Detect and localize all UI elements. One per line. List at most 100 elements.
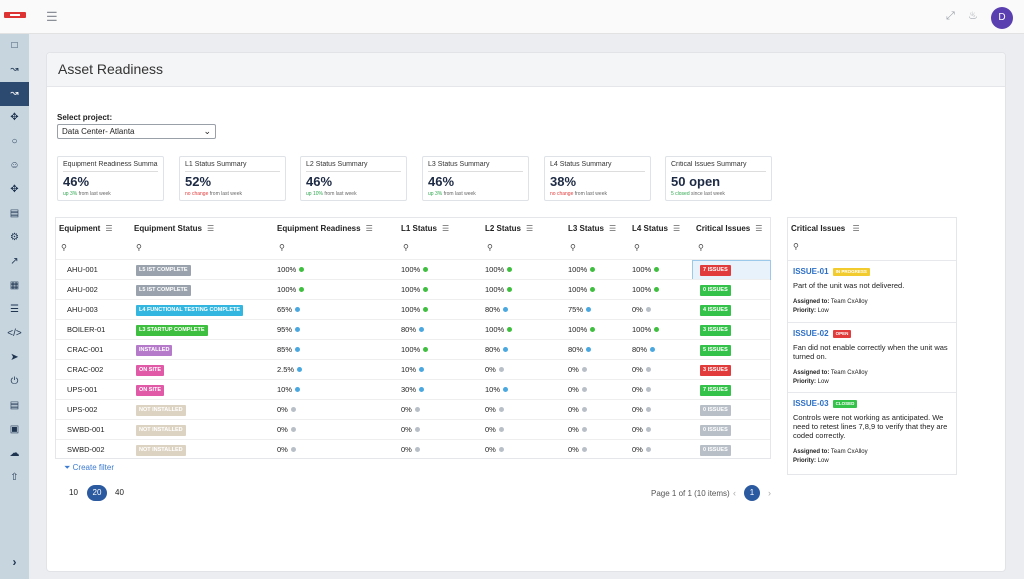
bell-icon[interactable]: ♨: [968, 10, 978, 22]
table-row[interactable]: AHU-002 L5 IST COMPLETE 100% 100% 100% 100% 10…: [56, 279, 770, 299]
critical-issues-cell[interactable]: 3 ISSUES: [700, 320, 731, 340]
issues-badge[interactable]: 7 ISSUES: [700, 384, 731, 396]
expand-sidebar-icon[interactable]: ›: [12, 555, 17, 569]
table-row[interactable]: UPS-002 NOT INSTALLED 0% 0% 0% 0% 0% 0 ISSUES: [56, 399, 770, 419]
table-row[interactable]: BOILER-01 L3 STARTUP COMPLETE 95% 80% 100% 10…: [56, 319, 770, 339]
table-row[interactable]: AHU-003 L4 FUNCTIONAL TESTING COMPLETE 65%…: [56, 299, 770, 319]
column-header[interactable]: Equipment ☰: [59, 218, 113, 239]
l3-cell: 0%: [568, 400, 587, 420]
column-search-icon[interactable]: ⚲: [136, 243, 142, 252]
issue-card[interactable]: ISSUE-03 CLOSED Controls were not working …: [788, 392, 956, 472]
issues-search-icon[interactable]: ⚲: [793, 242, 799, 251]
move-alt-icon[interactable]: ✥: [10, 184, 19, 195]
table-row[interactable]: UPS-001 ON SITE 10% 30% 10% 0% 0% 7 ISSUES: [56, 379, 770, 399]
column-filter-icon[interactable]: ☰: [673, 224, 681, 233]
gear-icon[interactable]: ⚙: [10, 232, 19, 243]
critical-issues-cell[interactable]: 3 ISSUES: [700, 360, 731, 380]
cloud-icon[interactable]: ☁: [9, 448, 20, 459]
issues-badge[interactable]: 4 ISSUES: [700, 304, 731, 316]
status-dot-icon: [507, 326, 513, 332]
issue-description: Fan did not enable correctly when the un…: [793, 343, 948, 361]
table-row[interactable]: SWBD-002 NOT INSTALLED 0% 0% 0% 0% 0% 0 ISSUES: [56, 439, 770, 459]
issues-badge[interactable]: 0 ISSUES: [700, 284, 731, 296]
line-chart-icon[interactable]: ↗: [10, 256, 19, 267]
issues-badge[interactable]: 0 ISSUES: [700, 404, 731, 416]
critical-issues-cell[interactable]: 0 ISSUES: [700, 420, 731, 440]
critical-issues-cell[interactable]: 7 ISSUES: [700, 260, 731, 280]
list-icon[interactable]: ☰: [10, 304, 19, 315]
critical-issues-cell[interactable]: 0 ISSUES: [700, 280, 731, 300]
issues-badge[interactable]: 0 ISSUES: [700, 444, 731, 456]
column-filter-icon[interactable]: ☰: [207, 224, 215, 233]
critical-issues-cell[interactable]: 7 ISSUES: [700, 380, 731, 400]
award-icon[interactable]: ○: [11, 136, 18, 147]
issue-card[interactable]: ISSUE-02 OPEN Fan did not enable correctly…: [788, 322, 956, 393]
column-header[interactable]: L3 Status ☰: [568, 218, 616, 239]
column-search-icon[interactable]: ⚲: [570, 243, 576, 252]
stats-icon[interactable]: ▤: [9, 400, 20, 411]
pagination-info: Page 1 of 1 (10 items): [651, 489, 730, 498]
column-search-icon[interactable]: ⚲: [487, 243, 493, 252]
next-page-icon[interactable]: ›: [768, 488, 771, 498]
issue-card[interactable]: ISSUE-01 IN PROGRESS Part of the unit was …: [788, 260, 956, 322]
page-number-button[interactable]: 1: [744, 485, 760, 501]
issues-badge[interactable]: 3 ISSUES: [700, 364, 731, 376]
issues-badge[interactable]: 7 ISSUES: [700, 264, 731, 276]
move-icon[interactable]: ✥: [10, 112, 19, 123]
column-search-icon[interactable]: ⚲: [634, 243, 640, 252]
table-row[interactable]: AHU-001 L5 IST COMPLETE 100% 100% 100% 100% 10…: [56, 259, 771, 280]
column-filter-icon[interactable]: ☰: [526, 224, 534, 233]
power-icon[interactable]: ⏻: [10, 376, 19, 387]
critical-issues-cell[interactable]: 0 ISSUES: [700, 400, 731, 420]
user-icon[interactable]: ☺: [9, 160, 20, 171]
page-size-option-selected[interactable]: 20: [87, 485, 107, 501]
column-header[interactable]: Equipment Status ☰: [134, 218, 214, 239]
issues-badge[interactable]: 5 ISSUES: [700, 344, 731, 356]
table-row[interactable]: SWBD-001 NOT INSTALLED 0% 0% 0% 0% 0% 0 ISSUES: [56, 419, 770, 439]
issues-badge[interactable]: 0 ISSUES: [700, 424, 731, 436]
avatar[interactable]: D: [991, 7, 1013, 29]
issue-id-link[interactable]: ISSUE-01: [793, 267, 829, 276]
column-filter-icon[interactable]: ☰: [755, 224, 763, 233]
priority-value: Low: [816, 458, 829, 464]
page-size-option[interactable]: 10: [69, 488, 78, 497]
filter-lines-icon[interactable]: ☰: [852, 224, 860, 233]
grid-icon[interactable]: ▦: [9, 280, 20, 291]
project-select[interactable]: Data Center- Atlanta ⌄: [57, 124, 216, 139]
column-search-icon[interactable]: ⚲: [698, 243, 704, 252]
critical-issues-cell[interactable]: 0 ISSUES: [700, 440, 731, 460]
column-header[interactable]: Critical Issues ☰: [696, 218, 762, 239]
message-icon[interactable]: ▣: [9, 424, 20, 435]
create-filter-link[interactable]: ⏷ Create filter: [64, 463, 114, 473]
fullscreen-icon[interactable]: ⤢: [946, 10, 955, 22]
readiness-icon[interactable]: ↝: [0, 82, 29, 106]
upload-icon[interactable]: ⇧: [10, 472, 19, 483]
column-search-icon[interactable]: ⚲: [61, 243, 67, 252]
column-header[interactable]: L2 Status ☰: [485, 218, 533, 239]
trend-icon[interactable]: ↝: [10, 64, 19, 75]
issue-id-link[interactable]: ISSUE-02: [793, 329, 829, 338]
column-search-icon[interactable]: ⚲: [403, 243, 409, 252]
menu-icon[interactable]: ☰: [46, 9, 58, 24]
prev-page-icon[interactable]: ‹: [733, 488, 736, 498]
bar-chart-icon[interactable]: ▤: [9, 208, 20, 219]
table-row[interactable]: CRAC-001 INSTALLED 85% 100% 80% 80% 80% 5 ISSUE…: [56, 339, 770, 359]
issues-badge[interactable]: 3 ISSUES: [700, 324, 731, 336]
column-header[interactable]: L1 Status ☰: [401, 218, 449, 239]
page-size-option[interactable]: 40: [115, 488, 124, 497]
critical-issues-cell[interactable]: 5 ISSUES: [700, 340, 731, 360]
l1-value: 100%: [401, 345, 421, 354]
column-filter-icon[interactable]: ☰: [442, 224, 450, 233]
code-icon[interactable]: </>: [7, 328, 22, 339]
bookmark-icon[interactable]: □: [11, 40, 18, 51]
column-filter-icon[interactable]: ☰: [365, 224, 373, 233]
send-icon[interactable]: ➤: [10, 352, 19, 363]
table-row[interactable]: CRAC-002 ON SITE 2.5% 10% 0% 0% 0% 3 ISSUES: [56, 359, 770, 379]
column-filter-icon[interactable]: ☰: [105, 224, 113, 233]
column-header[interactable]: L4 Status ☰: [632, 218, 680, 239]
issue-id-link[interactable]: ISSUE-03: [793, 399, 829, 408]
column-filter-icon[interactable]: ☰: [609, 224, 617, 233]
critical-issues-cell[interactable]: 4 ISSUES: [700, 300, 731, 320]
column-header[interactable]: Equipment Readiness ☰: [277, 218, 373, 239]
column-search-icon[interactable]: ⚲: [279, 243, 285, 252]
